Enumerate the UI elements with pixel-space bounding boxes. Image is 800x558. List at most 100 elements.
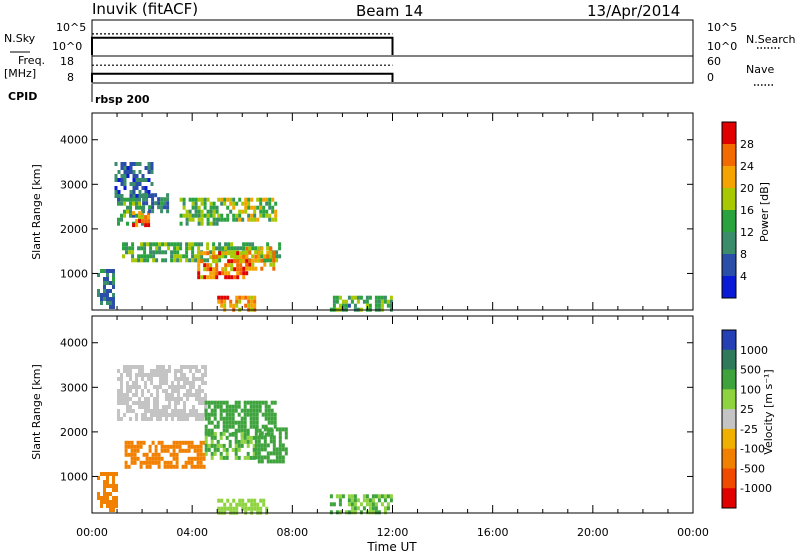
data-cell bbox=[383, 295, 387, 300]
data-cell bbox=[126, 166, 130, 170]
data-cell bbox=[168, 393, 171, 397]
data-cell bbox=[135, 223, 139, 228]
data-cell bbox=[129, 405, 132, 409]
data-cell bbox=[350, 502, 354, 507]
colorbar-swatch bbox=[722, 330, 736, 351]
data-cell bbox=[221, 246, 225, 251]
data-cell bbox=[194, 258, 198, 263]
data-cell bbox=[179, 242, 183, 247]
data-cell bbox=[174, 385, 177, 389]
data-cell bbox=[161, 250, 165, 255]
data-cell bbox=[250, 197, 254, 202]
data-cell bbox=[168, 413, 171, 417]
data-cell bbox=[265, 213, 269, 218]
data-cell bbox=[241, 295, 245, 300]
data-cell bbox=[204, 447, 208, 452]
data-cell bbox=[225, 412, 229, 417]
data-cell bbox=[147, 397, 150, 401]
data-cell bbox=[350, 506, 354, 511]
data-cell bbox=[281, 443, 285, 448]
data-cell bbox=[135, 385, 138, 389]
power-x-ticks bbox=[91, 113, 694, 310]
data-cell bbox=[159, 369, 162, 373]
data-cell bbox=[209, 201, 213, 206]
data-cell bbox=[365, 295, 369, 300]
data-cell bbox=[359, 502, 363, 507]
data-cell bbox=[206, 275, 210, 280]
data-cell bbox=[359, 295, 363, 300]
data-cell bbox=[252, 443, 256, 448]
velocity-y-label: Slant Range [km] bbox=[30, 364, 43, 460]
data-cell bbox=[329, 510, 333, 515]
data-cell bbox=[225, 435, 229, 440]
data-cell bbox=[147, 377, 150, 381]
data-cell bbox=[155, 250, 159, 255]
data-cell bbox=[191, 201, 195, 206]
data-cell bbox=[192, 381, 195, 385]
data-cell bbox=[374, 299, 378, 304]
data-cell bbox=[248, 242, 252, 247]
data-cell bbox=[117, 221, 120, 226]
data-cell bbox=[175, 444, 179, 449]
data-cell bbox=[242, 271, 246, 276]
data-cell bbox=[189, 393, 192, 397]
data-cell bbox=[123, 213, 126, 218]
data-cell bbox=[216, 404, 220, 409]
data-cell bbox=[353, 303, 357, 308]
data-cell bbox=[216, 424, 220, 429]
data-cell bbox=[275, 250, 279, 255]
data-cell bbox=[185, 246, 189, 251]
data-cell bbox=[219, 431, 223, 436]
data-cell bbox=[106, 480, 109, 484]
data-cell bbox=[178, 448, 182, 453]
data-cell bbox=[380, 502, 384, 507]
data-cell bbox=[148, 464, 152, 469]
data-cell bbox=[225, 404, 229, 409]
data-cell bbox=[380, 303, 384, 308]
data-cell bbox=[238, 299, 242, 304]
data-cell bbox=[203, 258, 207, 263]
data-cell bbox=[117, 389, 120, 393]
data-cell bbox=[129, 166, 133, 170]
data-cell bbox=[218, 242, 222, 247]
data-cell bbox=[167, 246, 171, 251]
data-cell bbox=[163, 464, 167, 469]
data-cell bbox=[145, 460, 149, 465]
data-cell bbox=[156, 393, 159, 397]
data-cell bbox=[271, 209, 275, 214]
data-cell bbox=[258, 408, 262, 413]
data-cell bbox=[212, 217, 216, 222]
data-cell bbox=[197, 205, 201, 210]
data-cell bbox=[147, 219, 151, 224]
data-cell bbox=[138, 170, 142, 174]
data-cell bbox=[229, 209, 233, 214]
data-cell bbox=[126, 205, 129, 210]
data-cell bbox=[189, 365, 192, 369]
data-cell bbox=[353, 295, 357, 300]
data-cell bbox=[117, 201, 120, 206]
data-cell bbox=[147, 409, 150, 413]
data-cell bbox=[124, 464, 128, 469]
data-cell bbox=[271, 205, 275, 210]
data-cell bbox=[262, 205, 266, 210]
colorbar-swatch bbox=[722, 188, 736, 211]
data-cell bbox=[112, 297, 115, 301]
data-cell bbox=[246, 451, 250, 456]
data-cell bbox=[223, 197, 227, 202]
data-cell bbox=[163, 205, 167, 210]
data-cell bbox=[234, 447, 238, 452]
data-cell bbox=[165, 369, 168, 373]
data-cell bbox=[188, 217, 192, 222]
data-cell bbox=[232, 197, 236, 202]
data-cell bbox=[123, 369, 126, 373]
x-tick-label: 20:00 bbox=[577, 526, 609, 539]
data-cell bbox=[109, 472, 112, 476]
data-cell bbox=[192, 413, 195, 417]
data-cell bbox=[274, 209, 278, 214]
data-cell bbox=[183, 373, 186, 377]
data-cell bbox=[189, 385, 192, 389]
data-cell bbox=[203, 251, 207, 256]
data-cell bbox=[200, 201, 204, 206]
data-cell bbox=[161, 258, 165, 263]
data-cell bbox=[149, 250, 153, 255]
